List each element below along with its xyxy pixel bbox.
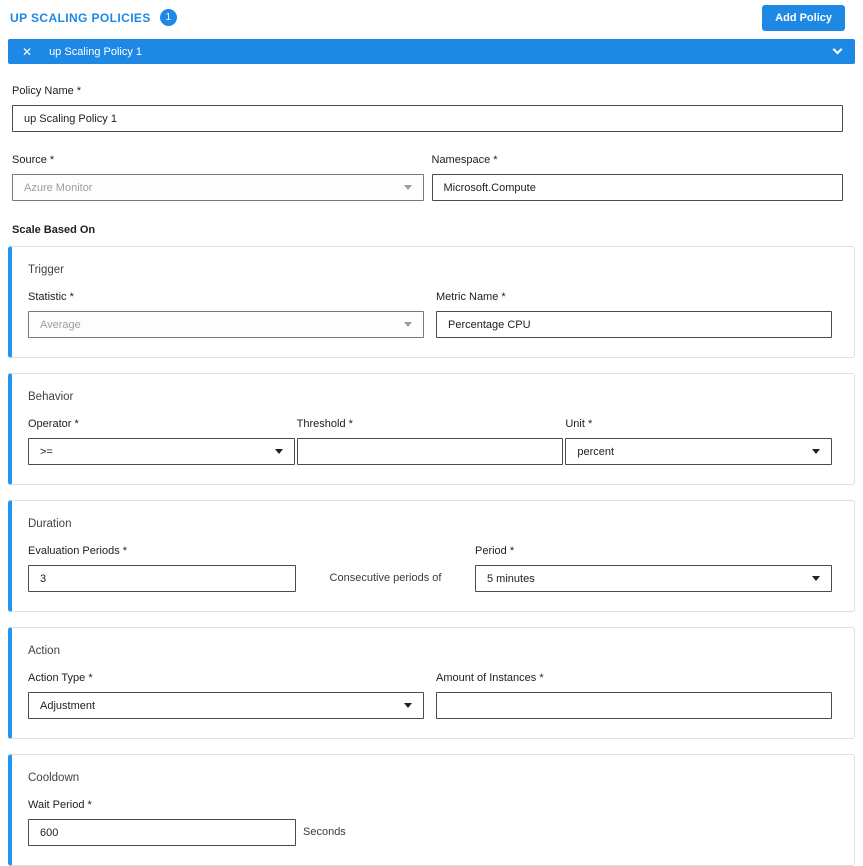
metric-name-input[interactable] [436,311,832,338]
period-label: Period * [475,545,515,557]
source-label: Source * [12,154,55,166]
source-select-value: Azure Monitor [24,181,93,194]
policy-name-input[interactable] [12,105,843,132]
unit-label: Unit * [565,418,593,430]
namespace-input[interactable] [431,174,843,201]
dropdown-caret-icon [812,449,821,454]
threshold-input[interactable] [296,438,564,465]
action-type-label: Action Type * [28,672,93,684]
statistic-label: Statistic * [28,291,74,303]
trigger-heading: Trigger [28,264,64,276]
action-type-select[interactable]: Adjustment [28,692,424,719]
dropdown-caret-icon [403,185,412,190]
operator-select-value: >= [40,445,53,458]
scale-based-on-label: Scale Based On [12,224,96,236]
operator-label: Operator * [28,418,79,430]
page-header: UP SCALING POLICIES 1 Add Policy [0,0,863,34]
unit-select[interactable]: percent [565,438,833,465]
wait-period-label: Wait Period * [28,799,92,811]
period-select[interactable]: 5 minutes [475,565,832,592]
evaluation-periods-input[interactable] [28,565,296,592]
policy-name-label: Policy Name * [12,85,82,97]
unit-select-value: percent [577,445,615,458]
action-card: Action Action Type * Adjustment Amount o… [8,627,855,739]
wait-period-input[interactable] [28,819,296,846]
duration-card: Duration Evaluation Periods * Consecutiv… [8,500,855,612]
amount-of-instances-label: Amount of Instances * [436,672,544,684]
dropdown-caret-icon [404,322,412,327]
trigger-card: Trigger Statistic * Average Metric Name … [8,246,855,358]
policy-count-badge: 1 [159,9,177,26]
source-select: Azure Monitor [12,174,424,201]
statistic-select-value: Average [40,318,81,331]
dropdown-caret-icon [404,703,412,708]
action-heading: Action [28,645,60,657]
action-type-select-value: Adjustment [40,699,96,712]
policy-header-bar[interactable]: ✕ up Scaling Policy 1 [8,39,855,64]
metric-name-label: Metric Name * [436,291,506,303]
consecutive-periods-text: Consecutive periods of [329,572,442,584]
statistic-select: Average [28,311,424,338]
dropdown-caret-icon [274,449,283,454]
namespace-label: Namespace * [431,154,498,166]
behavior-card: Behavior Operator * >= Threshold * Unit … [8,373,855,485]
page-title: UP SCALING POLICIES [10,10,151,25]
behavior-heading: Behavior [28,391,74,403]
period-select-value: 5 minutes [487,572,535,585]
cooldown-card: Cooldown Wait Period * Seconds [8,754,855,866]
threshold-label: Threshold * [296,418,353,430]
chevron-down-icon[interactable] [832,44,843,55]
operator-select[interactable]: >= [28,438,295,465]
amount-of-instances-input[interactable] [436,692,832,719]
duration-heading: Duration [28,518,72,530]
close-icon[interactable]: ✕ [22,44,33,59]
evaluation-periods-label: Evaluation Periods * [28,545,128,557]
cooldown-heading: Cooldown [28,772,80,784]
dropdown-caret-icon [812,576,820,581]
add-policy-button[interactable]: Add Policy [762,4,845,31]
policy-bar-title: up Scaling Policy 1 [49,45,143,58]
